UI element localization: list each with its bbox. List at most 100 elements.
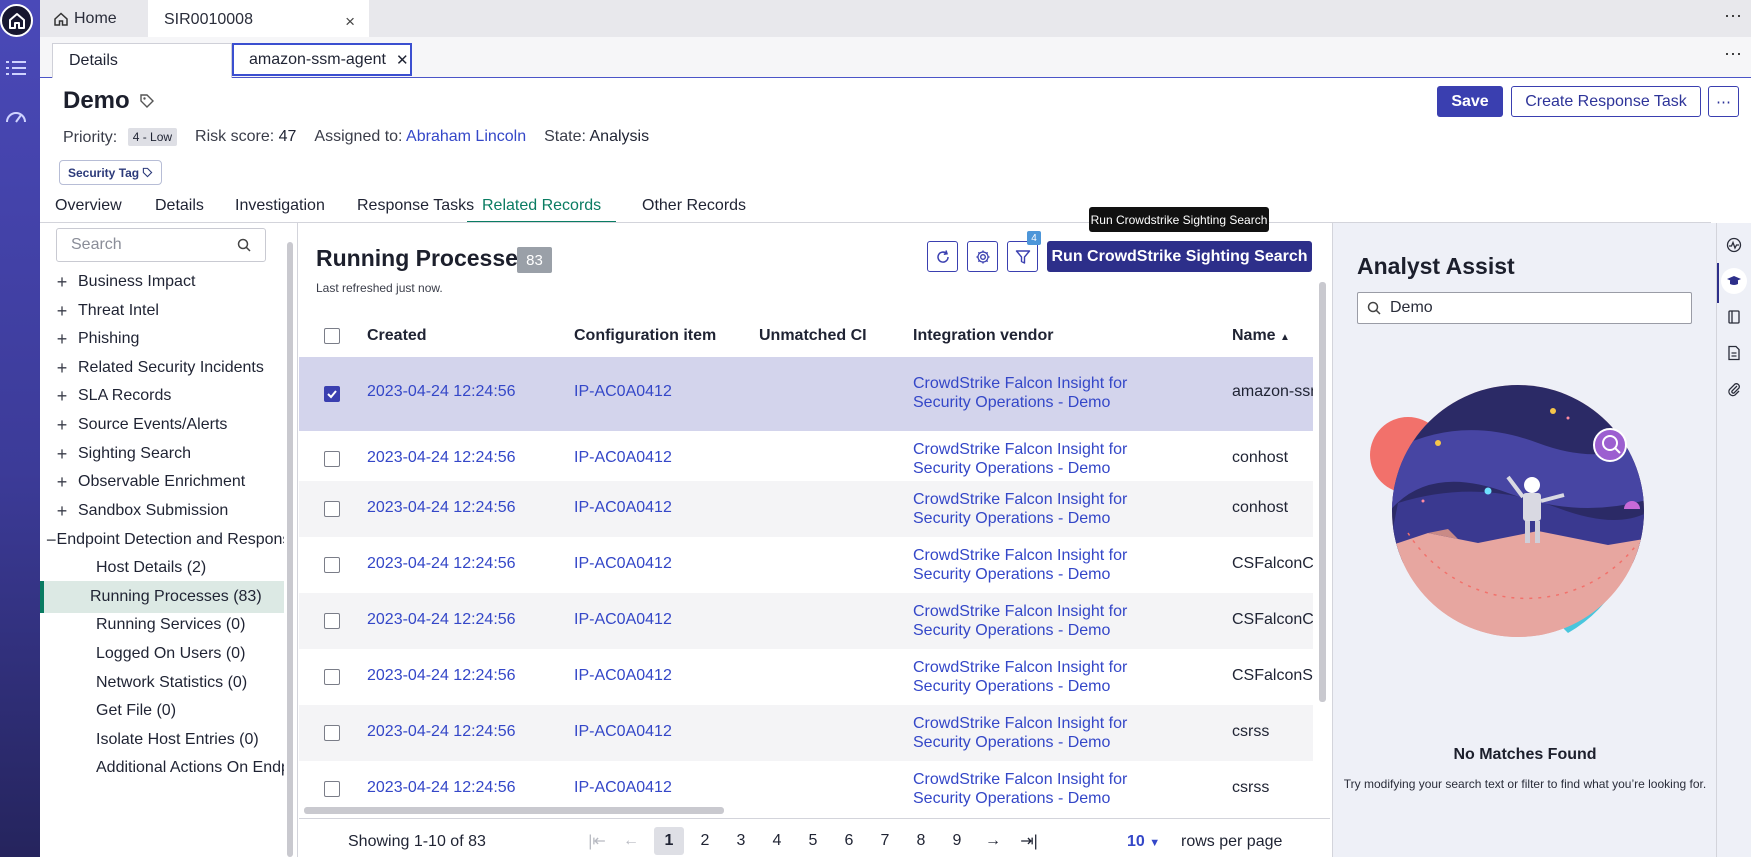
created-link[interactable]: 2023-04-24 12:24:56 xyxy=(367,723,516,740)
expand-icon[interactable]: + xyxy=(56,385,68,406)
expand-icon[interactable]: + xyxy=(56,443,68,464)
close-icon[interactable]: × xyxy=(345,12,355,31)
table-vertical-scrollbar[interactable] xyxy=(1319,282,1326,702)
nav-group[interactable]: + Observable Enrichment xyxy=(40,466,284,498)
document-icon[interactable] xyxy=(1726,345,1742,361)
table-row[interactable]: 2023-04-24 12:24:56 IP-AC0A0412 CrowdStr… xyxy=(299,537,1313,593)
nav-scrollbar[interactable] xyxy=(287,242,293,857)
row-checkbox[interactable] xyxy=(324,613,340,629)
nav-group[interactable]: + Sighting Search xyxy=(40,438,284,470)
table-row[interactable]: 2023-04-24 12:24:56 IP-AC0A0412 CrowdStr… xyxy=(299,481,1313,537)
row-checkbox[interactable] xyxy=(324,725,340,741)
created-link[interactable]: 2023-04-24 12:24:56 xyxy=(367,611,516,628)
ci-link[interactable]: IP-AC0A0412 xyxy=(574,779,672,796)
nav-group[interactable]: + Threat Intel xyxy=(40,295,284,327)
page-4[interactable]: 4 xyxy=(772,832,782,849)
table-row[interactable]: 2023-04-24 12:24:56 IP-AC0A0412 CrowdStr… xyxy=(299,649,1313,705)
vendor-link[interactable]: CrowdStrike Falcon Insight for Security O… xyxy=(913,658,1127,696)
nav-group-expanded[interactable]: − Endpoint Detection and Response xyxy=(40,524,284,556)
expand-icon[interactable]: + xyxy=(56,357,68,378)
column-unmatched-ci[interactable]: Unmatched CI xyxy=(759,327,867,344)
vendor-link[interactable]: CrowdStrike Falcon Insight for Security O… xyxy=(913,490,1127,528)
collapse-icon[interactable]: − xyxy=(46,529,57,550)
first-page-icon[interactable]: |⇤ xyxy=(588,833,606,850)
nav-search-input[interactable]: Search xyxy=(56,228,266,262)
nav-child[interactable]: Logged On Users (0) xyxy=(96,645,246,662)
row-checkbox[interactable] xyxy=(324,501,340,517)
nav-group[interactable]: + SLA Records xyxy=(40,380,284,412)
page-6[interactable]: 6 xyxy=(844,832,854,849)
table-row[interactable]: 2023-04-24 12:24:56 IP-AC0A0412 CrowdStr… xyxy=(299,705,1313,761)
table-row[interactable]: 2023-04-24 12:24:56 IP-AC0A0412 CrowdStr… xyxy=(299,593,1313,649)
expand-icon[interactable]: + xyxy=(56,500,68,521)
analyst-assist-icon[interactable] xyxy=(1721,268,1747,294)
column-integration-vendor[interactable]: Integration vendor xyxy=(913,327,1054,344)
tab-details[interactable]: Details xyxy=(155,197,204,214)
ci-link[interactable]: IP-AC0A0412 xyxy=(574,383,672,400)
created-link[interactable]: 2023-04-24 12:24:56 xyxy=(367,499,516,516)
ci-link[interactable]: IP-AC0A0412 xyxy=(574,611,672,628)
created-link[interactable]: 2023-04-24 12:24:56 xyxy=(367,667,516,684)
expand-icon[interactable]: + xyxy=(56,300,68,321)
vendor-link[interactable]: CrowdStrike Falcon Insight for Security O… xyxy=(913,374,1127,412)
vendor-link[interactable]: CrowdStrike Falcon Insight for Security O… xyxy=(913,714,1127,752)
tab-related-records[interactable]: Related Records xyxy=(467,197,617,223)
close-icon[interactable]: ✕ xyxy=(395,51,409,69)
row-checkbox[interactable] xyxy=(324,781,340,797)
expand-icon[interactable]: + xyxy=(56,328,68,349)
run-crowdstrike-sighting-search-button[interactable]: Run CrowdStrike Sighting Search xyxy=(1047,241,1312,272)
tab-response-tasks[interactable]: Response Tasks xyxy=(357,197,475,214)
list-icon[interactable] xyxy=(6,60,26,76)
created-link[interactable]: 2023-04-24 12:24:56 xyxy=(367,449,516,466)
rows-per-page-select[interactable]: 10 ▼ xyxy=(1127,833,1160,851)
more-actions-button[interactable]: ⋯ xyxy=(1708,86,1739,117)
page-5[interactable]: 5 xyxy=(808,832,818,849)
last-page-icon[interactable]: ⇥| xyxy=(1020,833,1038,850)
subtab-details[interactable]: Details xyxy=(52,43,232,78)
nav-child[interactable]: Network Statistics (0) xyxy=(96,674,248,691)
nav-child-selected[interactable]: Running Processes (83) xyxy=(40,581,284,613)
tab-overview[interactable]: Overview xyxy=(55,197,122,214)
page-7[interactable]: 7 xyxy=(880,832,890,849)
previous-page-icon[interactable]: ← xyxy=(623,832,639,849)
page-9[interactable]: 9 xyxy=(952,832,962,849)
assigned-link[interactable]: Abraham Lincoln xyxy=(406,128,527,145)
ci-link[interactable]: IP-AC0A0412 xyxy=(574,449,672,466)
ci-link[interactable]: IP-AC0A0412 xyxy=(574,499,672,516)
page-2[interactable]: 2 xyxy=(700,832,710,849)
tab-incident[interactable]: SIR0010008 × xyxy=(148,0,369,37)
created-link[interactable]: 2023-04-24 12:24:56 xyxy=(367,383,516,400)
nav-child[interactable]: Additional Actions On Endpoint xyxy=(96,759,284,776)
expand-icon[interactable]: + xyxy=(56,271,68,292)
row-checkbox[interactable] xyxy=(324,669,340,685)
table-row[interactable]: 2023-04-24 12:24:56 IP-AC0A0412 CrowdStr… xyxy=(299,357,1313,431)
column-configuration-item[interactable]: Configuration item xyxy=(574,327,717,344)
expand-icon[interactable]: + xyxy=(56,414,68,435)
vendor-link[interactable]: CrowdStrike Falcon Insight for Security O… xyxy=(913,770,1127,808)
vendor-link[interactable]: CrowdStrike Falcon Insight for Security O… xyxy=(913,440,1127,478)
tab-home[interactable]: Home xyxy=(46,0,146,37)
activity-icon[interactable] xyxy=(1726,237,1742,253)
assist-search-input[interactable]: Demo xyxy=(1357,292,1692,324)
tab-investigation[interactable]: Investigation xyxy=(235,197,325,214)
page-1[interactable]: 1 xyxy=(654,827,684,855)
table-horizontal-scrollbar[interactable] xyxy=(304,807,724,814)
table-row[interactable]: 2023-04-24 12:24:56 IP-AC0A0412 CrowdStr… xyxy=(299,761,1313,817)
security-tag-chip[interactable]: Security Tag xyxy=(59,160,163,185)
tag-icon[interactable] xyxy=(139,93,155,109)
nav-child[interactable]: Running Services (0) xyxy=(96,616,246,633)
next-page-icon[interactable]: → xyxy=(985,832,1001,849)
save-button[interactable]: Save xyxy=(1437,86,1503,117)
more-icon[interactable]: ⋯ xyxy=(1724,6,1743,26)
column-name[interactable]: Name ▲ xyxy=(1232,327,1290,345)
row-checkbox[interactable] xyxy=(324,451,340,467)
vendor-link[interactable]: CrowdStrike Falcon Insight for Security O… xyxy=(913,602,1127,640)
subtab-amazon-ssm-agent[interactable]: amazon-ssm-agent ✕ xyxy=(232,43,412,76)
refresh-button[interactable] xyxy=(927,241,958,272)
nav-group[interactable]: + Source Events/Alerts xyxy=(40,409,284,441)
nav-group[interactable]: + Sandbox Submission xyxy=(40,495,284,527)
page-3[interactable]: 3 xyxy=(736,832,746,849)
vendor-link[interactable]: CrowdStrike Falcon Insight for Security O… xyxy=(913,546,1127,584)
nav-child[interactable]: Get File (0) xyxy=(96,702,177,719)
create-response-task-button[interactable]: Create Response Task xyxy=(1511,86,1701,117)
